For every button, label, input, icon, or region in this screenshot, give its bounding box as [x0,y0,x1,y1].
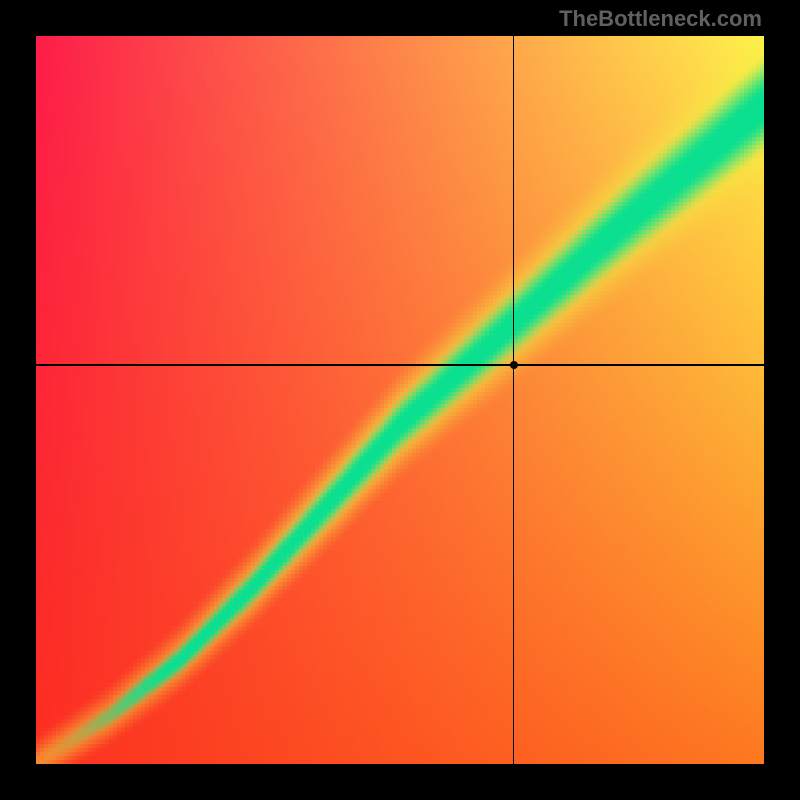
watermark-text: TheBottleneck.com [559,6,762,32]
heatmap-canvas [36,36,764,764]
crosshair-horizontal [36,364,764,366]
crosshair-vertical [513,36,515,764]
chart-frame [36,36,764,764]
chart-container: TheBottleneck.com [0,0,800,800]
crosshair-dot [510,361,518,369]
